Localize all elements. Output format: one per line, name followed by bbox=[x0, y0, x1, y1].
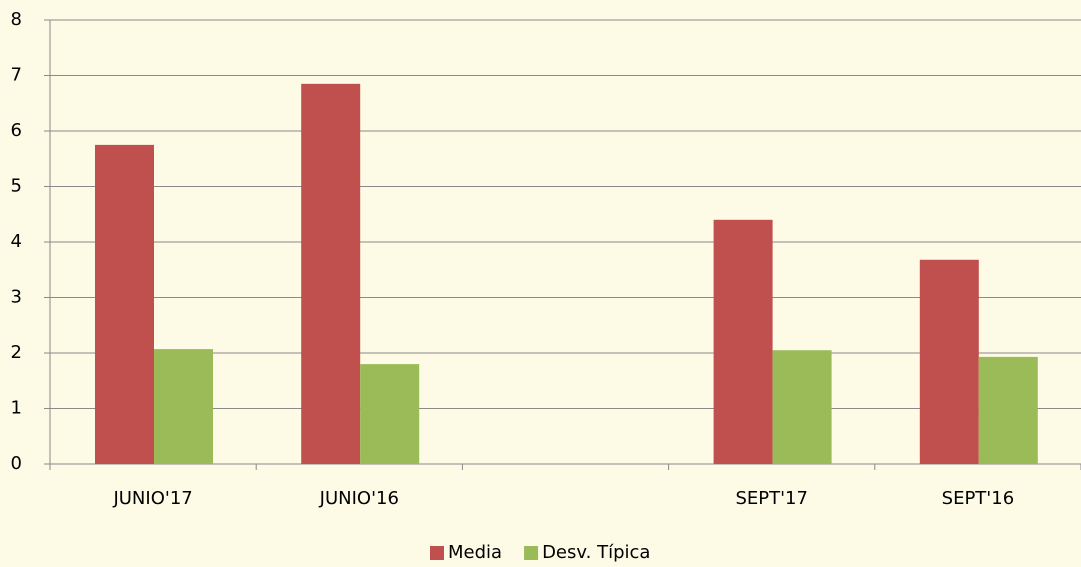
legend-label: Media bbox=[448, 542, 502, 563]
bar bbox=[919, 259, 979, 464]
y-tick-label: 5 bbox=[11, 176, 22, 197]
bar bbox=[978, 356, 1038, 464]
x-tick-label: SEPT'17 bbox=[735, 488, 808, 509]
bar bbox=[154, 349, 213, 464]
x-tick-label: JUNIO'16 bbox=[319, 488, 399, 509]
y-tick-label: 6 bbox=[11, 120, 22, 141]
y-tick-label: 8 bbox=[11, 9, 22, 30]
bar bbox=[713, 219, 773, 464]
x-tick-label: JUNIO'17 bbox=[112, 488, 192, 509]
legend-label: Desv. Típica bbox=[542, 542, 650, 563]
y-tick-label: 4 bbox=[11, 231, 22, 252]
bar bbox=[360, 364, 420, 464]
y-tick-label: 2 bbox=[11, 342, 22, 363]
legend-swatch bbox=[524, 546, 539, 560]
bar bbox=[772, 350, 832, 464]
bar bbox=[95, 144, 154, 464]
y-tick-label: 3 bbox=[11, 287, 22, 308]
x-tick-label: SEPT'16 bbox=[942, 488, 1015, 509]
legend-swatch bbox=[430, 546, 444, 560]
bar bbox=[301, 83, 361, 464]
y-tick-label: 7 bbox=[11, 65, 22, 86]
y-tick-label: 1 bbox=[11, 398, 22, 419]
y-tick-label: 0 bbox=[11, 453, 22, 474]
